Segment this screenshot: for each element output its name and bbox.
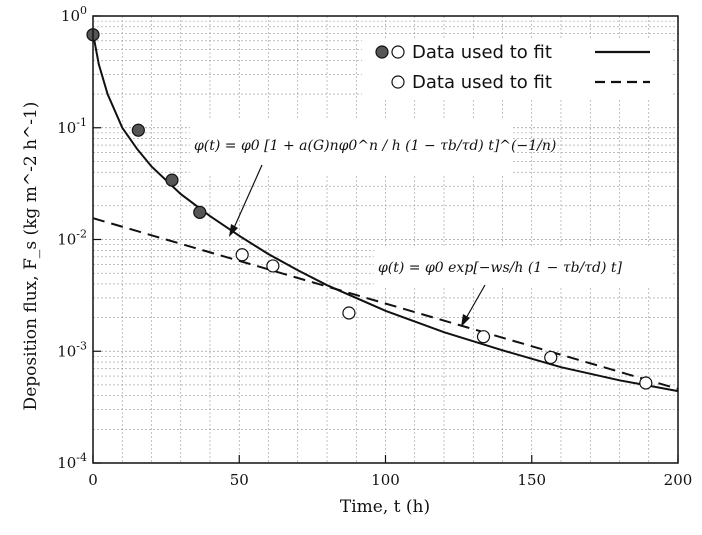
equation-exponential: φ(t) = φ0 exp[−ws/h (1 − τb/τd) t] [374, 246, 672, 327]
equation-exponential-arrow [464, 284, 486, 321]
data-point-filled [165, 173, 179, 187]
legend: Data used to fit Data used to fit [362, 38, 672, 98]
y-axis-title: Deposition flux, F_s (kg m^-2 h^-1) [21, 102, 41, 411]
equation-exponential-arrowhead [461, 314, 470, 327]
data-point-open [544, 350, 558, 365]
equation-power-law-text: φ(t) = φ0 [1 + a(G)nφ0^n / h (1 − τb/τd)… [194, 138, 556, 154]
legend-box [362, 38, 672, 98]
data-point-open [235, 248, 249, 262]
data-point-open [266, 259, 280, 273]
data-point-open [476, 330, 491, 344]
x-tick-label: 200 [664, 471, 693, 489]
data-point-filled [193, 205, 207, 219]
fit-curve-power-law [92, 33, 679, 393]
x-tick-label: 0 [88, 471, 98, 489]
fit-curves [92, 33, 679, 393]
data-point-open [639, 376, 653, 390]
fit-curve-exponential [92, 217, 679, 390]
equation-exponential-bg [374, 246, 672, 288]
x-tick-label: 50 [230, 471, 249, 489]
equation-exponential-text: φ(t) = φ0 exp[−ws/h (1 − τb/τd) t] [378, 260, 622, 276]
legend-marker-filled [375, 45, 389, 59]
x-axis-title: Time, t (h) [340, 497, 430, 517]
x-tick-label: 100 [371, 471, 400, 489]
legend-marker-open [391, 45, 405, 59]
data-point-filled [131, 123, 145, 137]
legend-label-2: Data used to fit [412, 72, 552, 93]
legend-marker-open-2 [391, 75, 405, 89]
equation-power-law: φ(t) = φ0 [1 + a(G)nφ0^n / h (1 − τb/τd)… [190, 118, 556, 237]
equation-power-law-arrow [232, 164, 263, 231]
data-point-open [342, 306, 356, 320]
legend-label-1: Data used to fit [412, 42, 552, 63]
equation-power-law-arrowhead [229, 224, 238, 237]
x-tick-label: 150 [517, 471, 546, 489]
equation-power-law-bg [190, 118, 512, 174]
